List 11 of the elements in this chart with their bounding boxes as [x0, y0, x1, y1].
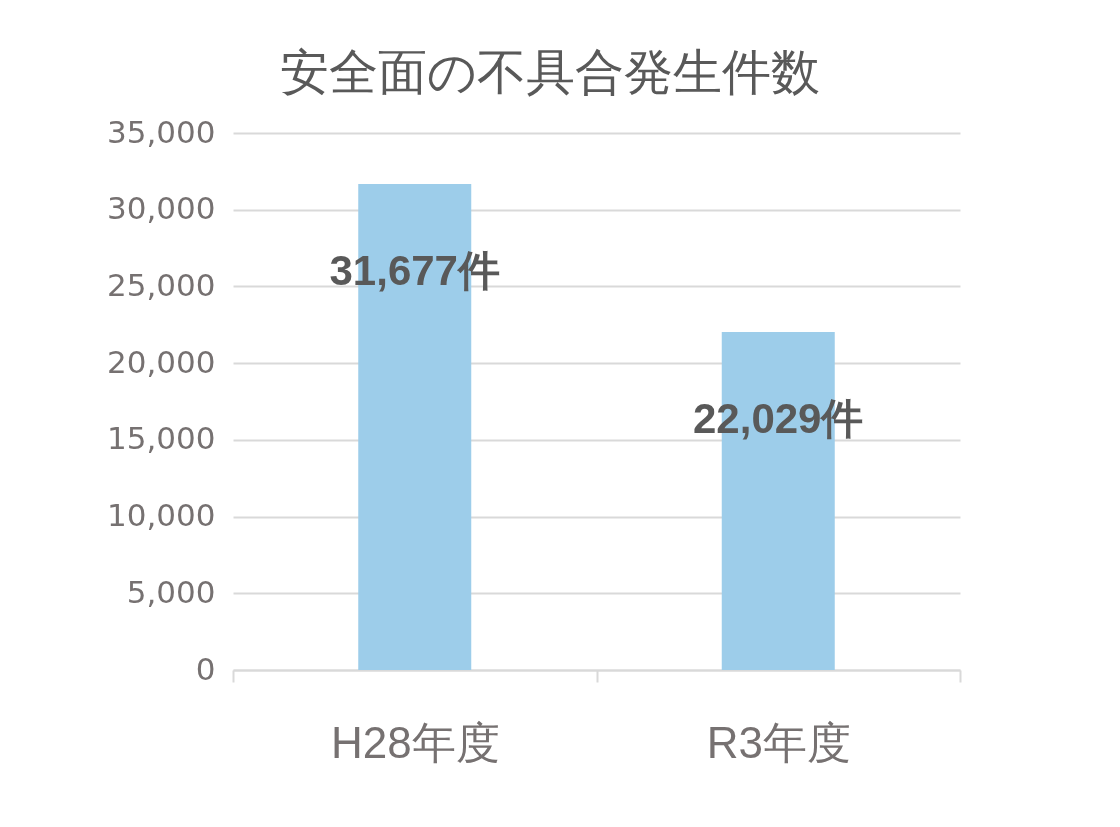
y-tick-label: 15,000 — [107, 420, 216, 457]
y-tick-label: 0 — [195, 650, 216, 687]
x-tick-label: H28年度 — [330, 717, 500, 767]
y-tick-label: 10,000 — [107, 497, 216, 534]
y-tick-label: 25,000 — [107, 266, 216, 303]
y-tick-label: 5,000 — [126, 573, 216, 610]
x-tick-label: R3年度 — [706, 717, 851, 767]
y-tick-label: 20,000 — [107, 343, 216, 380]
y-tick-label: 30,000 — [107, 190, 216, 227]
y-tick-label: 35,000 — [107, 113, 216, 150]
chart-title: 安全面の不具合発生件数 — [279, 45, 820, 99]
